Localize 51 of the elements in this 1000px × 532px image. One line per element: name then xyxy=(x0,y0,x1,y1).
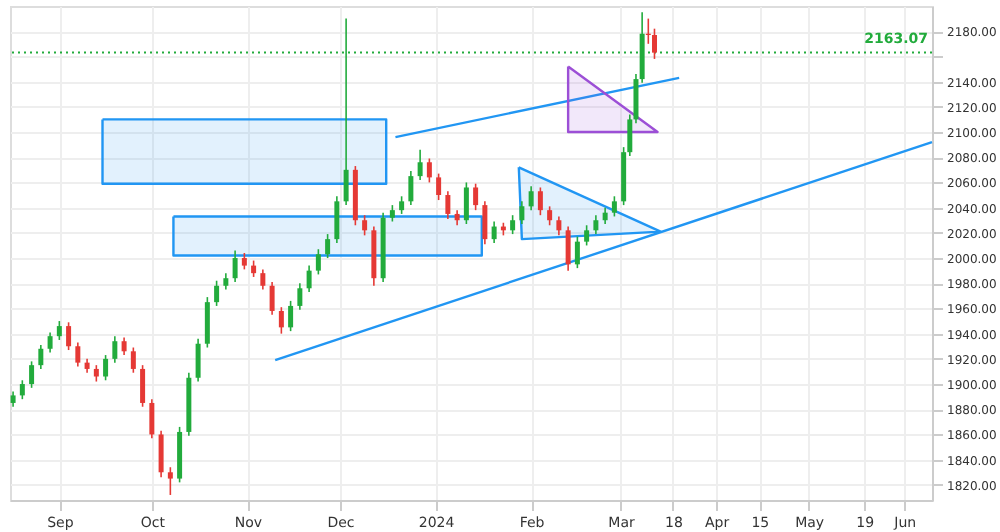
candlestick xyxy=(491,220,497,244)
candlestick xyxy=(177,426,183,484)
candlestick xyxy=(547,205,553,227)
candlestick xyxy=(75,341,81,368)
candlestick xyxy=(362,214,368,237)
candlestick xyxy=(556,215,562,237)
candlestick xyxy=(315,248,321,276)
candlestick xyxy=(130,346,136,374)
candlestick xyxy=(463,181,469,225)
candlestick xyxy=(436,172,442,201)
candlestick xyxy=(593,214,599,235)
candlestick xyxy=(611,195,617,218)
candlestick xyxy=(167,466,173,496)
candlestick xyxy=(297,282,303,311)
candlestick xyxy=(510,214,516,235)
candlestick xyxy=(565,225,571,272)
candlestick xyxy=(66,321,72,351)
candlestick xyxy=(371,225,377,287)
candlestick xyxy=(325,233,331,259)
candlestick xyxy=(158,429,164,479)
candlestick xyxy=(38,344,44,370)
candlestick xyxy=(426,157,432,184)
candlestick xyxy=(103,354,109,382)
candlestick xyxy=(269,281,275,316)
candlestick xyxy=(334,195,340,244)
candlestick xyxy=(408,170,414,206)
candlestick xyxy=(149,398,155,440)
candlestick xyxy=(260,268,266,291)
candlestick xyxy=(528,185,534,211)
candlestick xyxy=(112,335,118,364)
candlestick xyxy=(29,360,35,389)
candlestick xyxy=(473,182,479,211)
candlestick xyxy=(519,200,525,225)
candlestick xyxy=(47,331,53,354)
candlestick xyxy=(288,300,294,332)
candlestick xyxy=(584,224,590,247)
candlestick xyxy=(56,320,62,341)
candlestick xyxy=(195,337,201,383)
candlestick xyxy=(278,306,284,335)
candlestick xyxy=(140,364,146,408)
candlestick xyxy=(204,296,210,349)
candlestick xyxy=(232,249,238,283)
candlestick xyxy=(574,235,580,269)
candlestick xyxy=(445,190,451,220)
candlestick xyxy=(306,264,312,293)
candlestick xyxy=(482,200,488,245)
candlestick xyxy=(651,27,657,60)
candlestick xyxy=(19,379,25,400)
candlestick xyxy=(214,279,220,307)
candlestick xyxy=(417,148,423,181)
candlestick xyxy=(537,186,543,216)
